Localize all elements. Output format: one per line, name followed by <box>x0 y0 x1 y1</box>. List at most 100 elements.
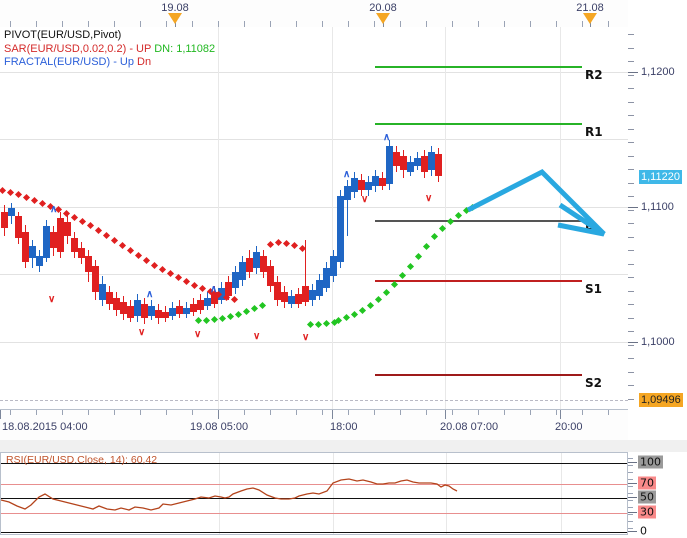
rsi-level-line-100 <box>1 463 627 464</box>
rsi-pane[interactable]: RSI(EUR/USD.Close, 14): 60,42 <box>0 452 628 535</box>
candle-body <box>281 292 288 302</box>
price-chart-pane[interactable]: PIVOT(EUR/USD,Pivot) SAR(EUR/USD,0.02,0.… <box>0 27 629 409</box>
price-tick <box>628 129 634 130</box>
pivot-line-S1 <box>375 280 582 282</box>
candle-body <box>414 158 421 166</box>
pivot-line-P <box>375 220 582 222</box>
date-tick <box>270 21 271 27</box>
date-tick <box>348 21 349 27</box>
rsi-axis[interactable]: 100 70 50 30 0 <box>628 452 687 538</box>
time-tick <box>348 410 349 415</box>
fractal-up-arrow: ∧ <box>146 289 154 300</box>
date-axis[interactable]: 19.08 20.08 21.08 <box>0 0 628 28</box>
date-tick <box>426 21 427 27</box>
rsi-tick-major <box>628 483 637 484</box>
candle-body <box>113 298 120 310</box>
candle-body <box>337 196 344 262</box>
price-tick <box>628 318 634 319</box>
sar-dot-down <box>102 231 111 240</box>
candle-body <box>36 256 43 266</box>
time-label: 19.08 05:00 <box>190 421 249 433</box>
date-marker-triangle <box>168 13 182 24</box>
date-tick <box>296 21 297 27</box>
date-tick <box>374 21 375 27</box>
rsi-tick <box>628 507 633 508</box>
date-tick <box>556 21 557 27</box>
date-tick <box>582 21 583 27</box>
sar-dot-up <box>414 252 423 261</box>
price-tick <box>628 34 634 35</box>
candle-body <box>323 268 330 288</box>
candle-body <box>162 312 169 318</box>
candle-body <box>267 266 274 286</box>
candle-body <box>155 310 162 318</box>
price-axis[interactable]: 1,1200 1,1100 1,1000 1,11220 1,09496 <box>628 0 687 409</box>
price-tick <box>628 61 634 62</box>
rsi-tick-major <box>628 462 637 463</box>
sar-dot-up <box>430 232 439 241</box>
sar-dot-up <box>210 315 219 324</box>
price-tick <box>628 75 634 76</box>
price-tick <box>628 372 634 373</box>
price-tick <box>628 237 634 238</box>
price-tick <box>628 48 634 49</box>
rsi-gridline-v <box>333 453 334 534</box>
date-tick <box>192 21 193 27</box>
sar-dot-up <box>258 301 267 310</box>
candle-body <box>211 292 218 304</box>
time-tick-major <box>332 410 333 419</box>
price-tick <box>628 156 634 157</box>
date-tick <box>478 21 479 27</box>
sar-dot-down <box>38 199 47 208</box>
time-tick <box>296 410 297 415</box>
time-tick-major <box>445 410 446 419</box>
sar-dot-down <box>142 256 151 265</box>
candle-body <box>225 282 232 296</box>
time-tick <box>270 410 271 415</box>
date-tick <box>36 21 37 27</box>
forecast-arrow <box>466 168 606 237</box>
pivot-label-P: P <box>585 222 594 236</box>
sar-dot-up <box>306 320 315 329</box>
time-tick <box>556 410 557 415</box>
rsi-legend: RSI(EUR/USD.Close, 14): 60,42 <box>6 454 158 466</box>
sar-dot-up <box>250 304 259 313</box>
time-tick <box>88 410 89 415</box>
rsi-tick <box>628 472 633 473</box>
price-gridline <box>0 72 628 73</box>
candle-body <box>204 298 211 306</box>
rsi-tick <box>628 479 633 480</box>
fractal-down-arrow: ∨ <box>425 193 433 204</box>
rsi-tick <box>628 500 633 501</box>
price-gridline-v <box>445 27 446 409</box>
candle-body <box>295 294 302 304</box>
sar-dot-down <box>78 217 87 226</box>
time-label: 18:00 <box>330 421 358 433</box>
time-tick <box>478 410 479 415</box>
sar-dot-up <box>374 295 383 304</box>
date-tick <box>88 21 89 27</box>
sar-dot-up <box>422 242 431 251</box>
rsi-gridline-v <box>446 453 447 534</box>
sar-dot-up <box>382 288 391 297</box>
rsi-tick-major <box>628 497 637 498</box>
candle-body <box>351 178 358 192</box>
price-label: 1,1000 <box>641 336 675 348</box>
date-tick <box>608 21 609 27</box>
sar-dot-down <box>274 238 283 247</box>
time-tick <box>244 410 245 415</box>
time-tick <box>36 410 37 415</box>
candle-body <box>358 180 365 190</box>
price-tick <box>628 183 634 184</box>
sar-dot-down <box>94 226 103 235</box>
time-axis[interactable]: 18.08.2015 04:00 19.08 05:00 18:00 20.08 07… <box>0 409 628 441</box>
time-tick-major <box>218 410 219 419</box>
rsi-level-badge-100: 100 <box>638 455 663 469</box>
sar-dot-down <box>134 251 143 260</box>
candle-body <box>288 296 295 304</box>
rsi-tick-major <box>628 512 637 513</box>
fractal-down-arrow: ∨ <box>48 294 56 305</box>
candle-body <box>71 238 78 252</box>
sar-dot-down <box>190 281 199 290</box>
date-label: 21.08 <box>576 2 604 14</box>
